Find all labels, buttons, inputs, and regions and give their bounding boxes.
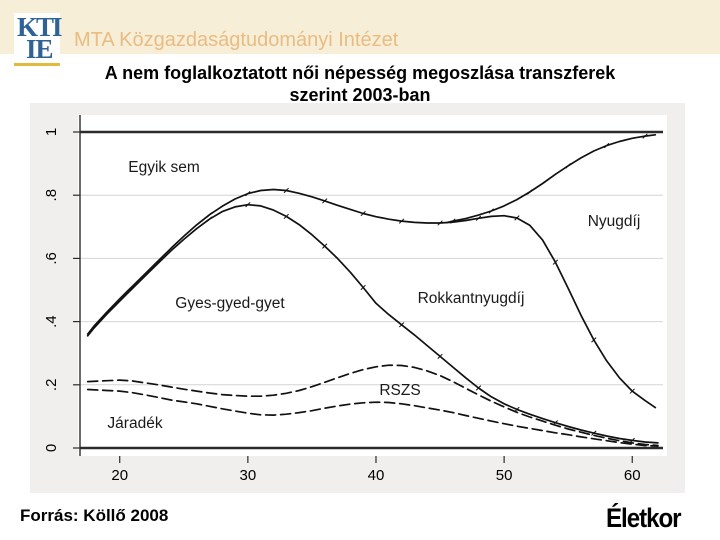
series-marker-gyes-gyed-gyet-boundary [91, 325, 97, 331]
series-marker-rokkantnyugdij-boundary [437, 220, 443, 226]
chart-figure: 0 .2 .4 .6 .8 1 20 30 40 50 60 Egyik sem Gyes-gyed-g… [30, 103, 685, 493]
series-marker-rokkantnyugdij-boundary [514, 215, 520, 221]
chart-svg: 0 .2 .4 .6 .8 1 20 30 40 50 60 Egyik sem Gyes-gyed-g… [43, 115, 667, 484]
series-marker-nyugdij-boundary [527, 189, 533, 195]
series-marker-gyes-gyed-gyet-boundary [360, 284, 366, 291]
y-tick-label: 0 [43, 444, 60, 452]
series-marker-rokkantnyugdij-boundary [206, 212, 213, 218]
annotation-egyik-sem: Egyik sem [128, 159, 200, 176]
y-tick-label: 1 [43, 128, 60, 136]
series-marker-gyes-gyed-gyet-boundary [552, 420, 559, 426]
x-tick-label: 20 [111, 467, 128, 484]
series-marker-rokkantnyugdij-boundary [245, 190, 251, 197]
y-tick-label: .2 [43, 379, 60, 392]
series-marker-rokkantnyugdij-boundary [283, 187, 289, 194]
y-tick-label: .4 [43, 315, 60, 328]
series-marker-gyes-gyed-gyet-boundary [245, 202, 251, 208]
logo-ie-text: IE [26, 34, 54, 64]
x-tick-label: 40 [368, 467, 385, 484]
series-marker-nyugdij-boundary [603, 142, 610, 149]
series-marker-rokkantnyugdij-boundary [322, 198, 328, 204]
series-marker-nyugdij-boundary [488, 208, 494, 214]
series-marker-gyes-gyed-gyet-boundary [322, 243, 328, 249]
series-marker-gyes-gyed-gyet-boundary [475, 385, 482, 391]
slide-title-line1: A nem foglalkoztatott női népesség megos… [104, 63, 616, 83]
x-tick-label: 60 [624, 467, 641, 484]
series-marker-gyes-gyed-gyet-boundary [437, 353, 443, 360]
series-marker-rokkantnyugdij-boundary [475, 215, 482, 221]
annotation-j-rad-k: Járadék [107, 415, 162, 432]
series-marker-gyes-gyed-gyet-boundary [168, 248, 174, 254]
annotation-rszs: RSZS [379, 382, 420, 399]
slide-title-line2: szerint 2003-ban [289, 85, 431, 105]
series-marker-gyes-gyed-gyet-boundary [514, 406, 520, 413]
x-axis-title-label: Életkor [606, 502, 682, 533]
series-marker-nyugdij-boundary [642, 133, 648, 139]
y-tick-label: .8 [43, 189, 60, 202]
series-marker-rokkantnyugdij-boundary [629, 388, 635, 394]
series-marker-rokkantnyugdij-boundary [91, 323, 97, 329]
series-marker-gyes-gyed-gyet-boundary [398, 322, 405, 328]
series-rokkantnyugdij-boundary [86, 188, 657, 409]
y-tick-label: .6 [43, 252, 60, 265]
series-marker-rokkantnyugdij-boundary [591, 337, 597, 343]
series-marker-rokkantnyugdij-boundary [398, 218, 405, 224]
series-marker-nyugdij-boundary [565, 163, 571, 169]
source-note: Forrás: Köllő 2008 [20, 506, 169, 525]
series-marker-rokkantnyugdij-boundary [168, 245, 174, 251]
plot-area [78, 115, 667, 456]
x-tick-label: 50 [496, 467, 513, 484]
annotation-gyes-gyed-gyet: Gyes-gyed-gyet [175, 295, 285, 312]
annotation-rokkantnyugd-j: Rokkantnyugdíj [418, 290, 525, 307]
series-nyugdij-boundary [445, 133, 657, 224]
series-marker-gyes-gyed-gyet-boundary [206, 216, 213, 222]
series-marker-gyes-gyed-gyet-boundary [629, 437, 635, 444]
logo-gold-underline [14, 63, 60, 66]
org-header: MTA Közgazdaságtudományi Intézet [74, 29, 399, 51]
series-marker-nyugdij-boundary [450, 218, 456, 224]
kti-logo: KTI IE [14, 12, 63, 69]
annotation-nyugd-j: Nyugdíj [588, 213, 641, 230]
series-marker-rokkantnyugdij-boundary [129, 283, 136, 289]
series-rszs-boundary [86, 364, 659, 447]
logo-kti-text: KTI [17, 12, 63, 42]
x-tick-label: 30 [240, 467, 257, 484]
series-marker-gyes-gyed-gyet-boundary [129, 285, 136, 292]
series-marker-gyes-gyed-gyet-boundary [591, 430, 597, 436]
series-marker-gyes-gyed-gyet-boundary [283, 213, 289, 220]
series-gyes-gyed-gyet-boundary [86, 203, 659, 444]
top-band [0, 0, 720, 54]
slide-title: A nem foglalkoztatott női népesség megos… [40, 62, 680, 106]
series-jaradek-boundary [86, 388, 659, 447]
series-marker-rokkantnyugdij-boundary [360, 210, 366, 217]
series-marker-rokkantnyugdij-boundary [552, 259, 559, 265]
